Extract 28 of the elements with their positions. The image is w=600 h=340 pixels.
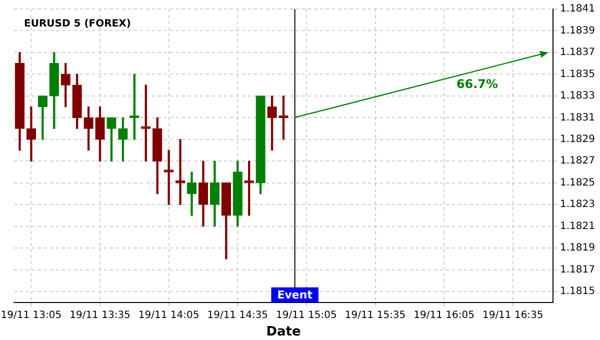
x-tick-label: 19/11 16:35 <box>482 310 544 321</box>
x-tick-label: 19/11 15:35 <box>344 310 406 321</box>
y-tick-label: 1.1839 <box>560 25 596 36</box>
text: EURUSD 5 (FOREX) <box>24 18 131 30</box>
x-tick-label: 19/11 15:05 <box>276 310 337 321</box>
x-tick-label: 19/11 16:05 <box>414 310 474 321</box>
annotation: 66.7% <box>456 77 498 92</box>
annotation: Event <box>277 288 312 302</box>
x-axis-title: Date <box>266 324 301 340</box>
x-tick-label: 19/11 13:35 <box>70 310 130 321</box>
x-tick-label: 19/11 14:05 <box>138 310 200 321</box>
y-tick-label: 1.1835 <box>560 68 596 80</box>
y-tick-label: 1.1817 <box>560 264 596 276</box>
y-tick-label: 1.1829 <box>560 134 596 145</box>
candlestick <box>164 150 174 205</box>
y-tick-label: 1.1823 <box>560 199 596 210</box>
y-tick-label: 1.1827 <box>560 156 596 167</box>
y-tick-label: 1.1825 <box>560 177 596 188</box>
y-tick-label: 1.1837 <box>560 47 596 58</box>
y-tick-label: 1.1831 <box>560 112 596 124</box>
y-tick-label: 1.1841 <box>560 4 596 15</box>
x-tick-label: 19/11 13:05 <box>0 310 62 321</box>
x-tick-label: 19/11 14:35 <box>207 310 268 321</box>
y-tick-label: 1.1819 <box>560 242 596 254</box>
candlestick <box>26 106 36 162</box>
y-tick-label: 1.1821 <box>560 220 596 232</box>
y-tick-label: 1.1815 <box>560 286 596 298</box>
y-tick-label: 1.1833 <box>560 90 596 102</box>
